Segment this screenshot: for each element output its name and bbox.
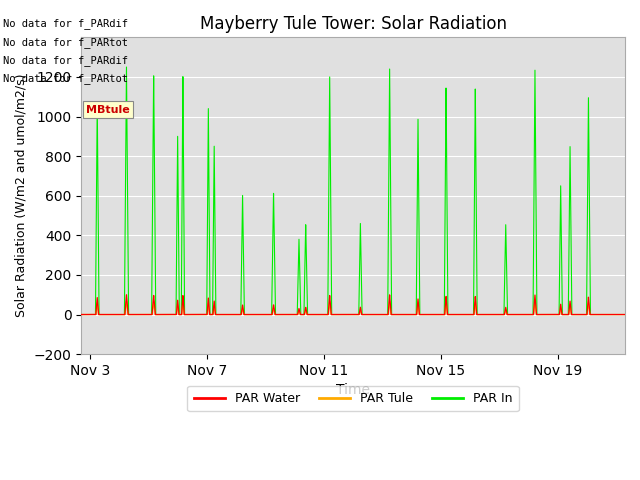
Text: MBtule: MBtule [86,105,130,115]
Text: No data for f_PARdif: No data for f_PARdif [3,18,128,29]
Y-axis label: Solar Radiation (W/m2 and umol/m2/s): Solar Radiation (W/m2 and umol/m2/s) [15,74,28,317]
Text: No data for f_PARtot: No data for f_PARtot [3,73,128,84]
Title: Mayberry Tule Tower: Solar Radiation: Mayberry Tule Tower: Solar Radiation [200,15,507,33]
X-axis label: Time: Time [336,384,370,397]
Text: No data for f_PARtot: No data for f_PARtot [3,36,128,48]
Legend: PAR Water, PAR Tule, PAR In: PAR Water, PAR Tule, PAR In [188,386,519,411]
Text: No data for f_PARdif: No data for f_PARdif [3,55,128,66]
